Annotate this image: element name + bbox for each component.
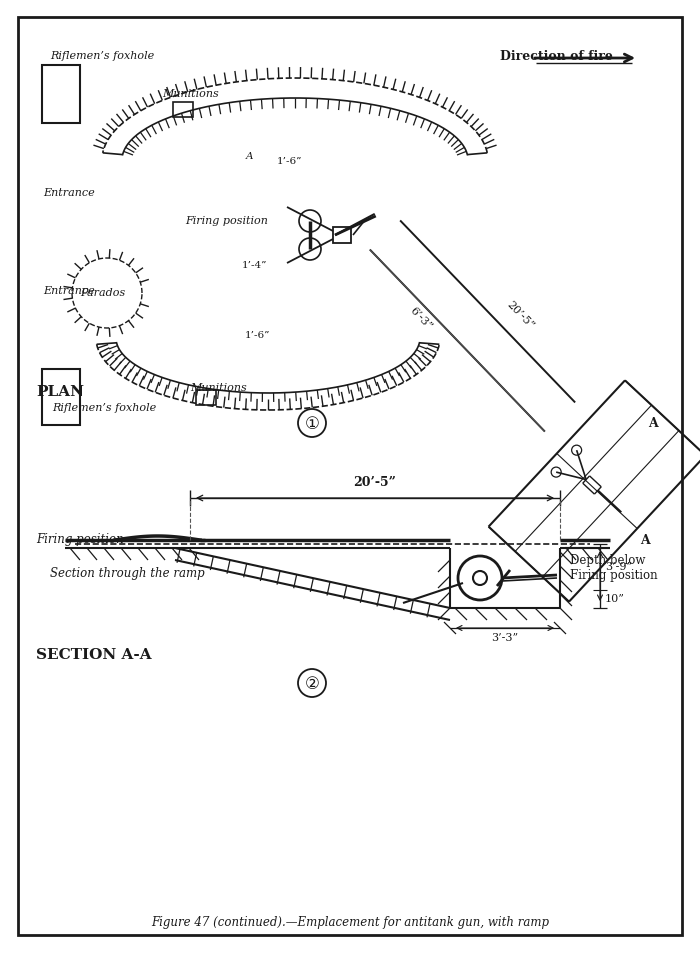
Text: 20’-5”: 20’-5” bbox=[354, 476, 396, 489]
Text: Figure 47 (continued).—Emplacement for antitank gun, with ramp: Figure 47 (continued).—Emplacement for a… bbox=[151, 915, 549, 928]
Text: Munitions: Munitions bbox=[190, 382, 246, 393]
Text: Munitions: Munitions bbox=[162, 89, 218, 99]
Text: SECTION A-A: SECTION A-A bbox=[36, 647, 152, 661]
Text: 1’-6”: 1’-6” bbox=[245, 331, 271, 340]
Text: Riflemen’s foxhole: Riflemen’s foxhole bbox=[52, 402, 156, 413]
Text: 3’-9”: 3’-9” bbox=[605, 561, 632, 572]
Text: Depth below
Firing position: Depth below Firing position bbox=[570, 554, 657, 581]
Text: 1’-4”: 1’-4” bbox=[242, 261, 267, 270]
Text: 6’-3”: 6’-3” bbox=[407, 306, 433, 332]
Text: PLAN: PLAN bbox=[36, 385, 84, 398]
Bar bbox=[333, 228, 351, 244]
Text: 1’-6”: 1’-6” bbox=[277, 156, 302, 165]
Text: Direction of fire: Direction of fire bbox=[500, 51, 613, 64]
Text: ①: ① bbox=[304, 415, 319, 433]
Text: Parados: Parados bbox=[80, 288, 125, 297]
Text: A: A bbox=[640, 534, 650, 546]
Text: Firing position: Firing position bbox=[185, 215, 268, 226]
Bar bbox=[42, 370, 80, 426]
Text: 10”: 10” bbox=[605, 594, 625, 603]
Bar bbox=[173, 103, 193, 118]
Bar bbox=[42, 66, 80, 124]
Text: 20’-5”: 20’-5” bbox=[505, 299, 536, 331]
Text: A: A bbox=[246, 152, 253, 161]
Text: Firing position: Firing position bbox=[36, 533, 124, 545]
Bar bbox=[196, 391, 216, 406]
Text: 3’-3”: 3’-3” bbox=[491, 633, 519, 642]
Text: A: A bbox=[648, 416, 658, 430]
Text: Entrance: Entrance bbox=[43, 188, 94, 198]
Text: Riflemen’s foxhole: Riflemen’s foxhole bbox=[50, 51, 154, 61]
Text: Section through the ramp: Section through the ramp bbox=[50, 566, 204, 579]
Text: ②: ② bbox=[304, 675, 319, 692]
Text: Entrance: Entrance bbox=[43, 286, 94, 295]
